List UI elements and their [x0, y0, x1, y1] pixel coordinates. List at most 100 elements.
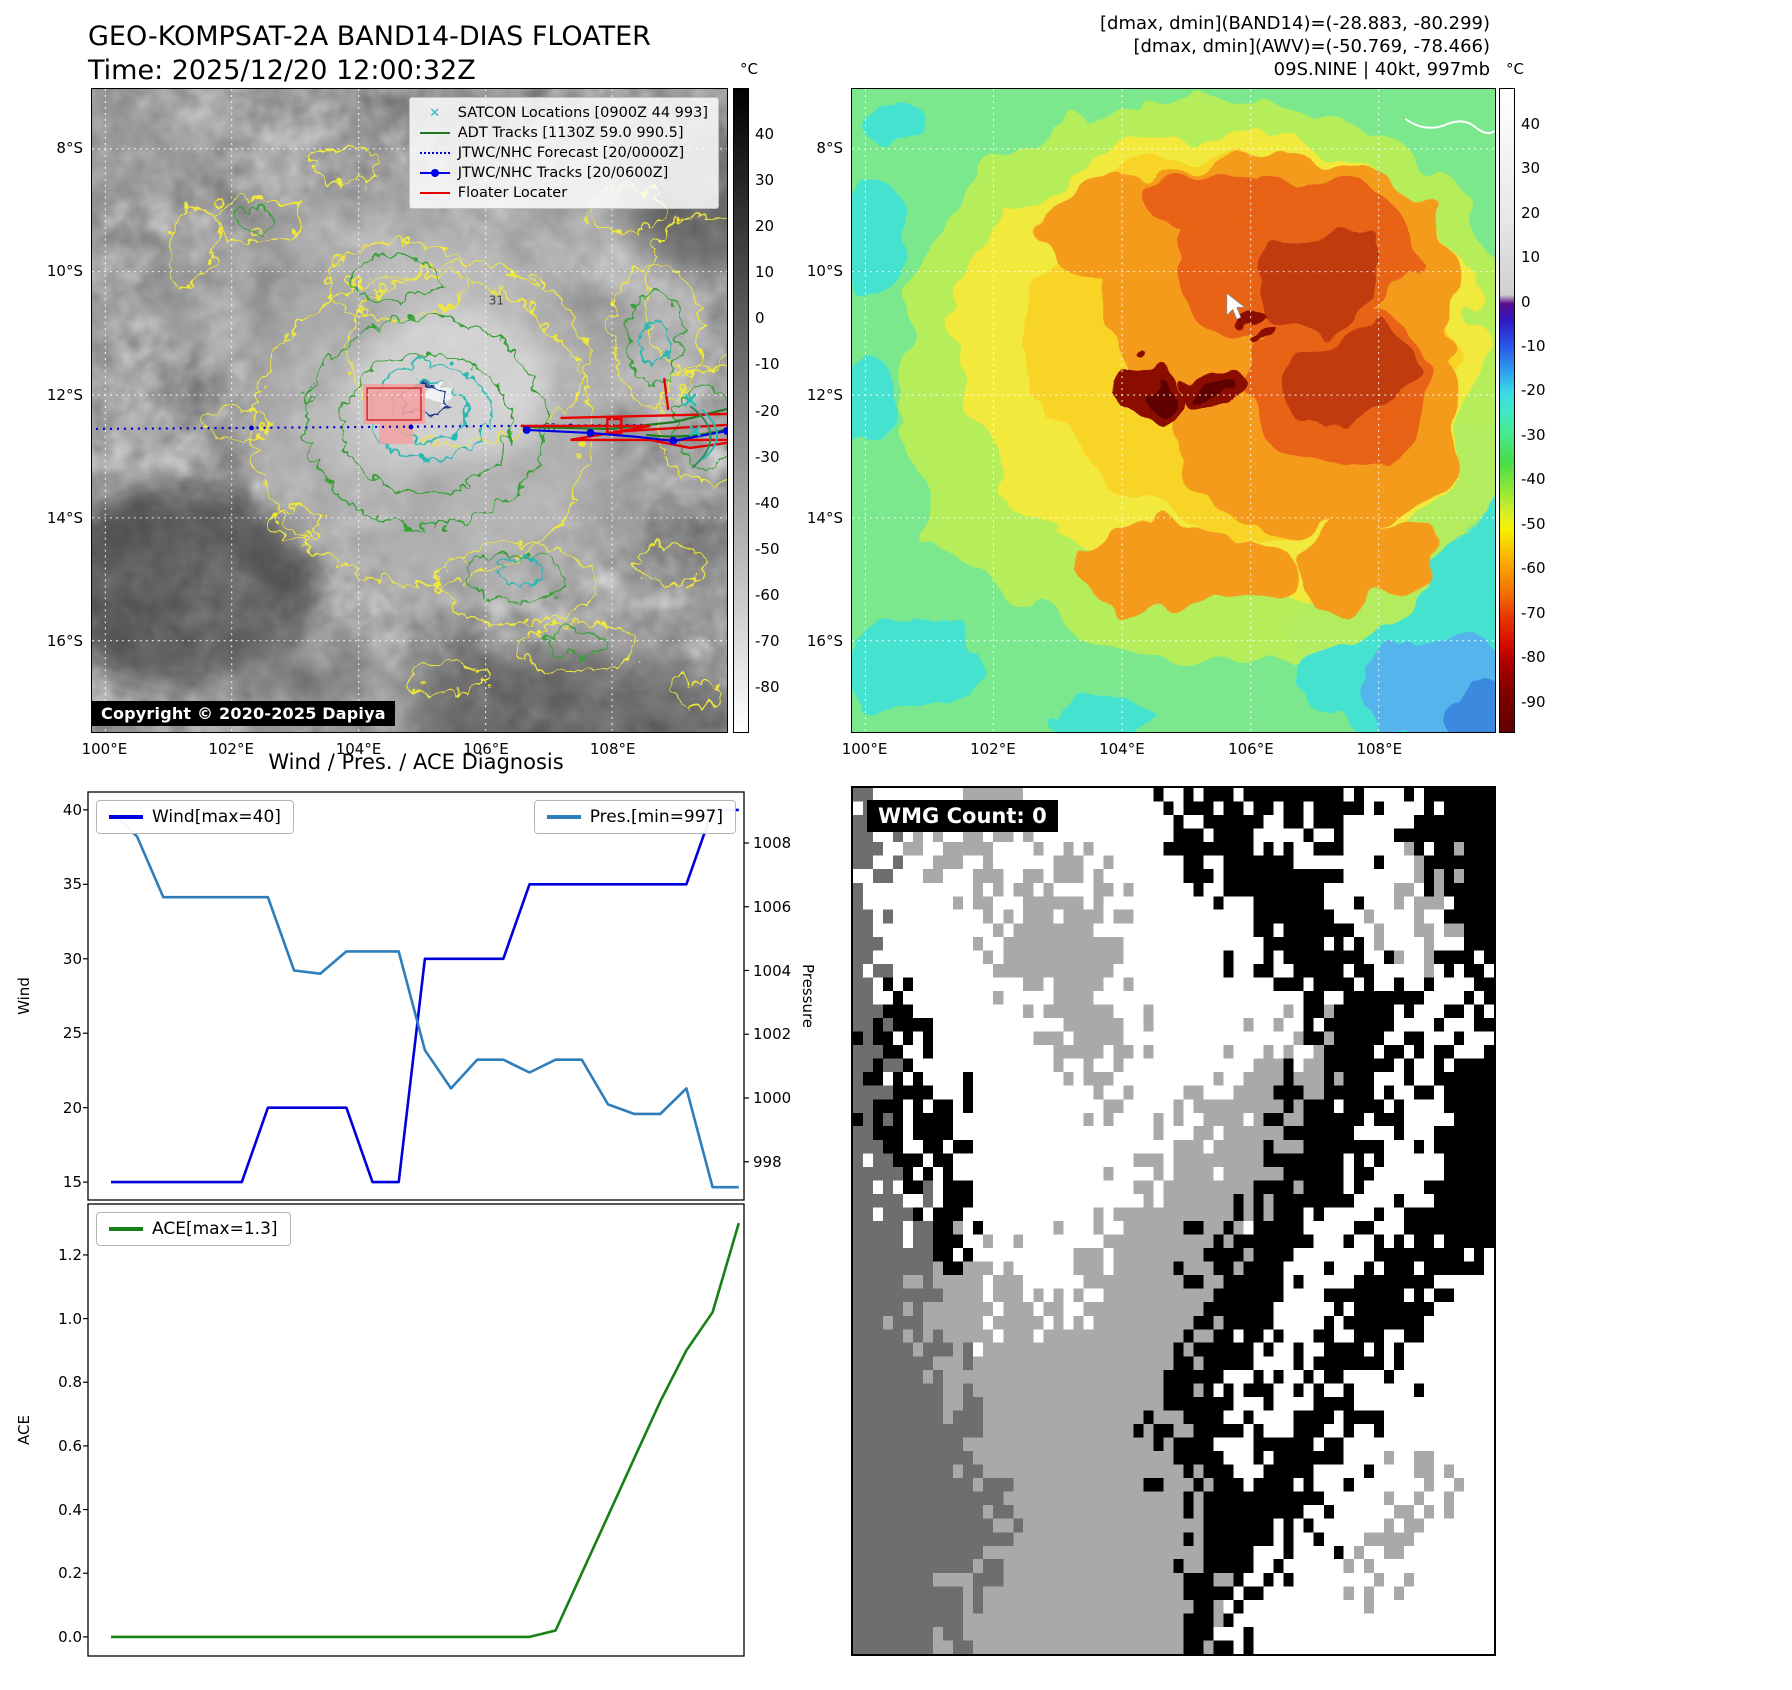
lon-tick-label: 100°E	[81, 740, 128, 758]
wmg-map-art	[853, 788, 1494, 1654]
axis-tick-label: 1006	[753, 897, 792, 916]
series-Wind[max=40]	[111, 808, 739, 1184]
colorbar-tick-label: 0	[1521, 292, 1531, 311]
wind-axis-label: Wind	[15, 977, 33, 1015]
pressure-axis-label: Pressure	[799, 963, 817, 1029]
colorbar-tick-label: 30	[755, 171, 775, 190]
chart-legend-ace-label: ACE[max=1.3]	[152, 1219, 278, 1239]
colorbar-tick-label: -60	[755, 585, 780, 604]
legend-line-sample	[419, 146, 450, 160]
axis-tick-label: 0.4	[58, 1500, 82, 1519]
copyright-label: Copyright © 2020-2025 Dapiya	[92, 701, 395, 726]
header-stats-block: [dmax, dmin](BAND14)=(-28.883, -80.299) …	[1100, 12, 1490, 81]
axis-tick-label: 1002	[753, 1025, 792, 1044]
contour-label: 31	[489, 293, 504, 307]
lon-tick-label: 106°E	[1228, 740, 1274, 758]
dvorak-shading	[363, 384, 425, 444]
lat-tick-label: 8°S	[816, 138, 843, 157]
axis-tick-label: 0.8	[58, 1373, 82, 1392]
stats-line-band14: [dmax, dmin](BAND14)=(-28.883, -80.299)	[1100, 13, 1490, 34]
legend-item: ADT Tracks [1130Z 59.0 990.5]	[419, 125, 708, 141]
lon-tick-label: 108°E	[1356, 740, 1403, 758]
warm-core-regions	[891, 94, 1495, 663]
colorbar-tick-label: -80	[755, 677, 780, 696]
colorbar-tick-label: 20	[1521, 203, 1541, 222]
lon-tick-label: 102°E	[208, 740, 254, 758]
legend-item: JTWC/NHC Tracks [20/0600Z]	[419, 165, 708, 181]
legend-item: ✕ SATCON Locations [0900Z 44 993]	[420, 105, 708, 121]
colorbar-tick-label: -50	[755, 539, 780, 558]
awv-map-panel	[851, 88, 1496, 733]
colorbar-tick-label: 20	[755, 217, 775, 236]
colorbar-unit-label: °C	[740, 60, 758, 78]
wmg-count-badge: WMG Count: 0	[867, 800, 1058, 832]
axis-tick-label: 40	[62, 800, 82, 819]
legend-item-label: JTWC/NHC Tracks [20/0600Z]	[457, 165, 669, 181]
satcon-marker	[683, 393, 701, 437]
colorbar-awv	[1499, 88, 1515, 733]
band14-map-panel: 31 61	[91, 88, 728, 733]
colorbar-band14	[733, 88, 749, 733]
axis-tick-label: 1.2	[58, 1245, 82, 1264]
satcon-x-icon: ✕	[429, 105, 441, 121]
colorbar-tick-label: 0	[755, 309, 765, 328]
axis-tick-label: 25	[62, 1024, 82, 1043]
colorbar-tick-label: -10	[755, 355, 780, 374]
chart-legend-wind: Wind[max=40]	[96, 800, 294, 834]
axis-tick-label: 15	[62, 1173, 82, 1192]
axis-tick-label: 0.6	[58, 1436, 82, 1455]
chart-legend-ace: ACE[max=1.3]	[96, 1212, 291, 1246]
axis-tick-label: 0.2	[58, 1564, 82, 1583]
lat-tick-label: 16°S	[806, 632, 843, 651]
legend-line-sample	[419, 126, 450, 140]
lat-tick-label: 14°S	[806, 509, 843, 528]
legend-item-label: ADT Tracks [1130Z 59.0 990.5]	[457, 125, 684, 141]
ace-line-sample	[109, 1227, 143, 1231]
cursor-arrow-marker	[1226, 292, 1246, 320]
lon-tick-label: 108°E	[589, 740, 636, 758]
outer-band-arcs	[689, 405, 718, 469]
ace-axis-label: ACE	[15, 1415, 33, 1445]
legend-item-label: Floater Locater	[457, 185, 568, 201]
wind-line-sample	[109, 815, 143, 819]
legend-item: Floater Locater	[419, 185, 708, 201]
axis-tick-label: 1004	[753, 961, 792, 980]
coastline	[1404, 118, 1495, 135]
lat-tick-label: 16°S	[46, 632, 83, 651]
colorbar-tick-label: -40	[755, 493, 780, 512]
axis-tick-label: 0.0	[58, 1627, 82, 1646]
coldest-tops	[1122, 314, 1271, 415]
legend-line-sample	[419, 186, 450, 200]
wmg-map-panel: WMG Count: 0	[851, 786, 1496, 1656]
lat-tick-label: 8°S	[56, 138, 83, 157]
lat-tick-label: 14°S	[46, 509, 83, 528]
lat-tick-label: 12°S	[806, 386, 843, 405]
colorbar-tick-label: -90	[1521, 692, 1546, 711]
series-ACE[max=1.3]	[111, 1222, 741, 1639]
lat-tick-label: 10°S	[806, 262, 843, 281]
axis-tick-label: 20	[62, 1098, 82, 1117]
axis-tick-label: 1000	[753, 1089, 792, 1107]
lon-tick-label: 100°E	[841, 740, 888, 758]
series-Pres.[min=997]	[110, 810, 739, 1189]
chart-legend-wind-label: Wind[max=40]	[152, 807, 281, 827]
stats-line-awv: [dmax, dmin](AWV)=(-50.769, -78.466)	[1133, 36, 1490, 57]
colorbar-tick-label: -70	[755, 631, 780, 650]
colorbar-tick-label: -70	[1521, 603, 1546, 622]
lat-tick-label: 12°S	[46, 386, 83, 405]
colorbar-tick-label: 10	[1521, 248, 1541, 267]
legend-line-sample	[419, 166, 450, 180]
ir-contours-green	[228, 203, 727, 655]
colorbar-tick-label: -60	[1521, 559, 1546, 578]
map-legend: ✕ SATCON Locations [0900Z 44 993] ADT Trac…	[408, 97, 719, 209]
awv-map-art	[852, 89, 1495, 732]
colorbar-tick-label: 40	[1521, 114, 1541, 133]
lon-tick-label: 104°E	[335, 740, 382, 758]
colorbar-tick-label: 40	[755, 125, 775, 144]
colorbar-tick-label: 10	[755, 263, 775, 282]
colorbar-tick-label: 30	[1521, 159, 1541, 178]
legend-item-label: JTWC/NHC Forecast [20/0000Z]	[457, 145, 685, 161]
axis-tick-label: 35	[62, 875, 82, 894]
page-title: GEO-KOMPSAT-2A BAND14-DIAS FLOATER	[88, 21, 651, 52]
